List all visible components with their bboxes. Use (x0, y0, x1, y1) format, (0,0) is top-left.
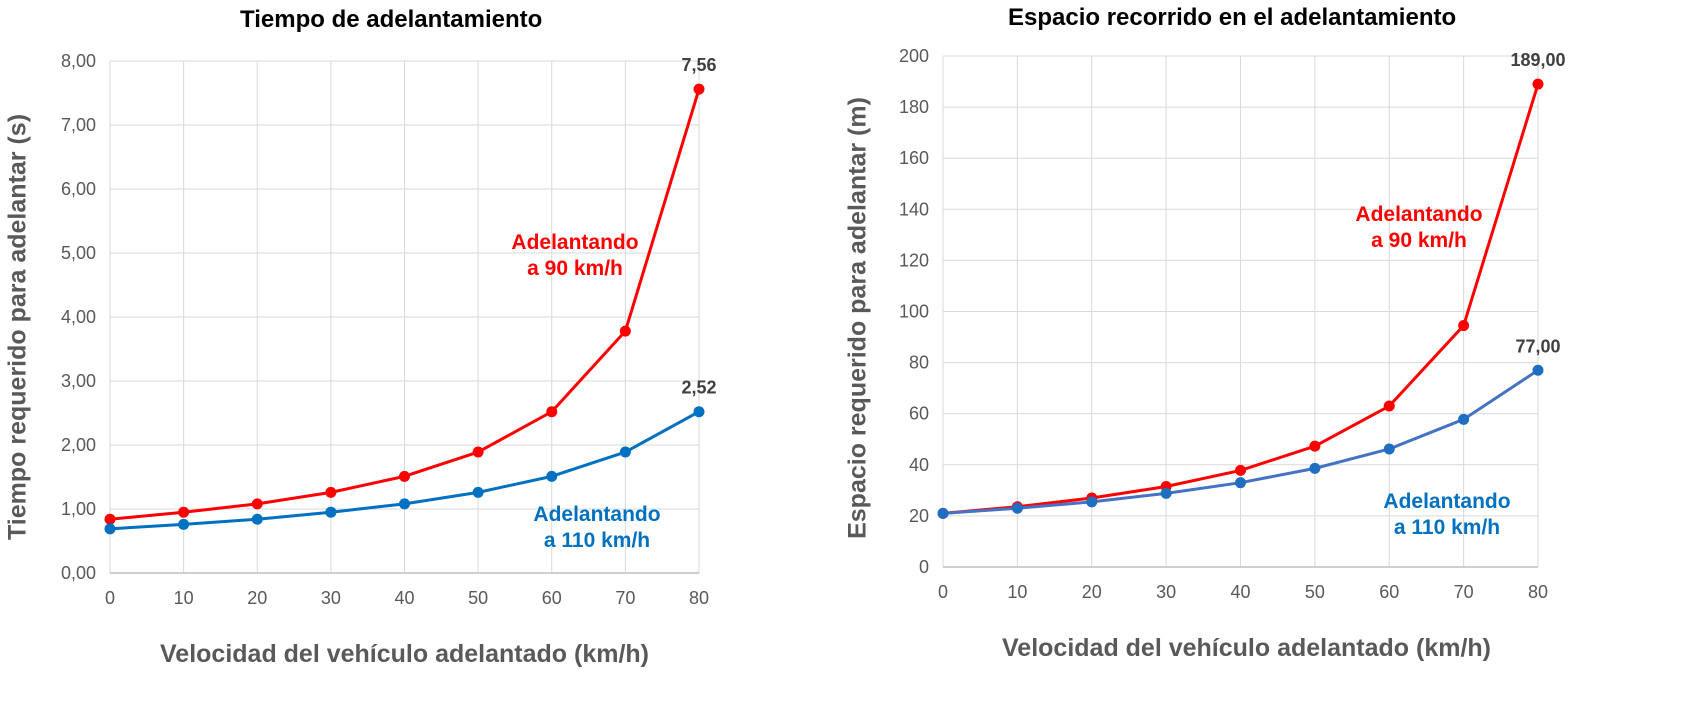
series-label-110: Adelantando a 110 km/h (1383, 489, 1510, 542)
data-point (325, 506, 337, 518)
chart-tiempo: Tiempo de adelantamiento 0 10 20 30 40 50 60 70… (0, 0, 842, 722)
data-point (1160, 487, 1172, 499)
y-tick-label: 0 (919, 557, 929, 577)
x-tick-label: 30 (321, 588, 341, 608)
data-label: 77,00 (1515, 336, 1560, 356)
data-point (1532, 78, 1544, 90)
y-tick-label: 40 (909, 455, 929, 475)
data-point (1458, 320, 1470, 332)
series-label-90: Adelantando a 90 km/h (1355, 202, 1482, 255)
x-tick-label: 20 (1082, 582, 1102, 602)
data-point (399, 498, 410, 510)
y-tick-label: 3,00 (61, 371, 96, 391)
data-point (1532, 364, 1544, 376)
y-tick-label: 120 (899, 250, 929, 270)
data-point (1383, 400, 1395, 412)
data-point (178, 518, 190, 530)
y-axis-label: Espacio requerido para adelantar (m) (843, 97, 872, 539)
series-label-90-line2: a 90 km/h (527, 257, 623, 281)
y-tick-label: 200 (899, 46, 929, 66)
y-tick-label: 6,00 (61, 179, 96, 199)
data-point (546, 406, 558, 418)
x-tick-label: 50 (468, 588, 488, 608)
y-tick-label: 2,00 (61, 435, 96, 455)
data-point (937, 507, 949, 519)
y-tick-label: 0,00 (61, 563, 96, 583)
x-tick-label: 10 (1007, 582, 1027, 602)
x-tick-label: 60 (542, 588, 562, 608)
x-tick-label: 30 (1156, 582, 1176, 602)
y-tick-label: 5,00 (61, 243, 96, 263)
data-point (546, 470, 558, 482)
data-point (251, 513, 263, 525)
chart-espacio: Espacio recorrido en el adelantamiento 0… (842, 0, 1685, 722)
data-point (104, 513, 116, 525)
y-tick-label: 20 (909, 506, 929, 526)
series-label-110-line2: a 110 km/h (1393, 516, 1501, 540)
data-point (693, 406, 705, 418)
data-point (1235, 464, 1246, 476)
data-label: 7,56 (681, 55, 716, 75)
data-point (693, 83, 705, 95)
chart-title: Tiempo de adelantamiento (240, 6, 543, 33)
data-point (399, 470, 410, 482)
y-tick-label: 160 (899, 148, 929, 168)
data-point (1383, 443, 1395, 455)
y-tick-label: 4,00 (61, 307, 96, 327)
series-label-110-line1: Adelantando (1383, 490, 1511, 513)
x-axis-label: Velocidad del vehículo adelantado (km/h) (1002, 634, 1492, 662)
data-label: 2,52 (681, 378, 716, 398)
x-tick-label: 10 (174, 588, 194, 608)
data-point (178, 506, 190, 518)
x-tick-label: 70 (1454, 582, 1474, 602)
y-tick-label: 7,00 (61, 115, 96, 135)
x-axis-label: Velocidad del vehículo adelantado (km/h) (160, 640, 650, 668)
x-tick-label: 70 (615, 588, 635, 608)
y-tick-label: 1,00 (61, 499, 96, 519)
y-tick-label: 180 (899, 97, 929, 117)
series-label-90-line1: Adelantando (511, 231, 639, 254)
data-point (325, 486, 337, 498)
y-tick-label: 60 (909, 404, 929, 424)
data-point (104, 523, 116, 535)
x-tick-label: 20 (247, 588, 267, 608)
data-point (1309, 462, 1321, 474)
x-tick-label: 50 (1305, 582, 1325, 602)
series-label-90-line1: Adelantando (1355, 203, 1483, 226)
y-tick-label: 140 (899, 199, 929, 219)
data-point (472, 446, 484, 458)
x-tick-label: 60 (1379, 582, 1399, 602)
data-point (251, 498, 263, 510)
series-label-90-line2: a 90 km/h (1371, 229, 1467, 253)
series-label-110-line1: Adelantando (533, 503, 661, 526)
y-axis-label: Tiempo requerido para adelantar (s) (3, 113, 32, 541)
data-label: 189,00 (1510, 50, 1565, 70)
chart-title: Espacio recorrido en el adelantamiento (1008, 4, 1457, 31)
y-tick-label: 100 (899, 302, 929, 322)
data-point (1235, 477, 1246, 489)
data-point (1011, 502, 1023, 514)
chart-plot: 0 10 20 30 40 50 60 70 80 0 20 40 60 80 100 120 140 160 18… (899, 46, 1566, 602)
y-tick-label: 8,00 (61, 51, 96, 71)
data-point (619, 325, 631, 337)
data-point (1086, 496, 1098, 508)
series-label-90: Adelantando a 90 km/h (511, 230, 638, 283)
data-point (619, 446, 631, 458)
x-tick-label: 0 (938, 582, 948, 602)
series-label-110: Adelantando a 110 km/h (533, 502, 660, 555)
x-tick-label: 40 (1230, 582, 1250, 602)
x-tick-label: 0 (105, 588, 115, 608)
y-tick-label: 80 (909, 353, 929, 373)
x-tick-label: 80 (689, 588, 709, 608)
chart-plot: 0 10 20 30 40 50 60 70 80 0,00 1,00 2,00 3,00 4,00 5,0… (61, 51, 717, 608)
series-label-110-line2: a 110 km/h (543, 529, 651, 553)
x-tick-label: 80 (1528, 582, 1548, 602)
data-point (1309, 440, 1321, 452)
x-tick-label: 40 (394, 588, 414, 608)
data-point (472, 486, 484, 498)
data-point (1458, 413, 1470, 425)
